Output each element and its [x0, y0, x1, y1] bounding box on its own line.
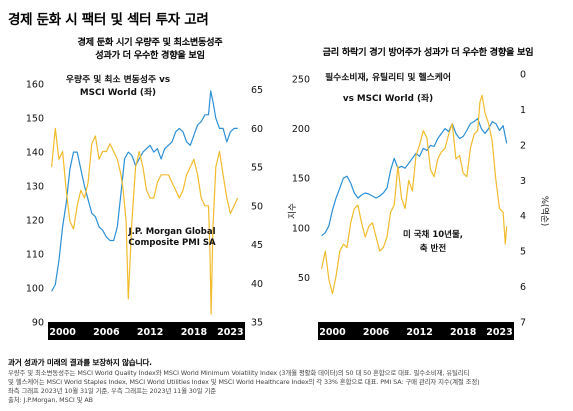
yellow-series-annotation-line1: J.P. Morgan Global — [127, 227, 215, 237]
footer-note-2: 및 헬스케어는 MSCI World Staples Index, MSCI W… — [8, 378, 480, 386]
blue-series-annotation-line2: vs MSCI World (좌) — [343, 92, 433, 104]
x-tick-label: 2006 — [93, 327, 120, 338]
right-y-tick: 6 — [520, 282, 526, 293]
right-chart-title: 금리 하락기 경기 방어주가 성과가 더 우수한 경향을 보임 — [288, 46, 568, 59]
x-tick-label: 2012 — [406, 327, 432, 338]
x-axis-bar — [318, 322, 514, 340]
right-y-tick: 7 — [520, 318, 526, 329]
blue-series-annotation-line1: 우량주 및 최소 변동성주 vs — [66, 73, 170, 85]
right-y-axis-label: %(역순) — [539, 196, 550, 226]
footer-source: 출처: J.P.Morgan, MSCI 및 AB — [8, 396, 93, 404]
right-y-tick: 1 — [520, 105, 526, 116]
left-y-tick: 120 — [26, 216, 44, 227]
left-y-tick: 200 — [292, 124, 310, 135]
x-tick-label: 2006 — [363, 327, 390, 338]
yellow-series-line — [51, 127, 239, 315]
x-tick-label: 2018 — [450, 327, 477, 338]
right-y-tick: 3 — [520, 176, 526, 187]
left-y-tick: 140 — [26, 148, 44, 159]
left-chart-title: 경제 둔화 시기 우량주 및 최소변동성주 성과가 더 우수한 경향을 보임 — [20, 36, 280, 62]
left-y-tick: 250 — [292, 74, 310, 85]
x-axis-bar — [48, 322, 245, 340]
footer-disclaimer: 과거 성과가 미래의 결과를 보장하지 않습니다. — [8, 358, 152, 367]
left-y-tick: 90 — [32, 318, 44, 329]
footer-note-1: 우량주 및 최소변동성주는 MSCI World Quality Index와 … — [8, 369, 470, 377]
left-y-tick: 150 — [292, 174, 310, 185]
x-tick-label: 2012 — [137, 327, 163, 338]
left-y-tick: 50 — [298, 273, 310, 284]
page-title: 경제 둔화 시 팩터 및 섹터 투자 고려 — [8, 12, 209, 28]
x-tick-label: 2000 — [49, 327, 76, 338]
right-y-tick: 60 — [251, 124, 263, 135]
right-y-tick: 4 — [520, 211, 526, 222]
x-tick-label: 2000 — [319, 327, 346, 338]
left-y-tick: 160 — [26, 80, 44, 91]
blue-series-line — [321, 117, 508, 237]
left-y-tick: 100 — [26, 284, 44, 295]
left-y-tick: 110 — [26, 250, 44, 261]
x-tick-label: 2023 — [486, 327, 512, 338]
left-y-axis-label: 지수 — [288, 203, 298, 219]
left-y-tick: 130 — [26, 182, 44, 193]
right-y-tick: 45 — [251, 240, 263, 251]
right-y-tick: 65 — [251, 85, 263, 96]
yellow-series-annotation-line2: Composite PMI SA — [128, 238, 216, 248]
left-y-tick: 100 — [292, 223, 310, 234]
right-y-tick: 2 — [520, 140, 526, 151]
right-y-tick: 40 — [251, 279, 263, 290]
right-y-tick: 55 — [251, 163, 263, 174]
right-chart-title-line1: 금리 하락기 경기 방어주가 성과가 더 우수한 경향을 보임 — [322, 47, 534, 58]
blue-series-annotation-line1: 필수소비재, 유틸리티 및 헬스케어 — [325, 71, 451, 83]
x-tick-label: 2018 — [181, 327, 208, 338]
yellow-series-annotation-line1: 미 국채 10년물, — [403, 229, 463, 240]
right-y-tick: 35 — [251, 318, 263, 329]
footer-note-3: 좌측 그래프 2023년 10월 31일 기준, 우측 그래프는 2023년 1… — [8, 387, 216, 395]
right-y-tick: 0 — [520, 70, 526, 81]
yellow-series-line — [321, 94, 508, 295]
yellow-series-annotation-line2: 축 반전 — [420, 243, 447, 254]
blue-series-annotation-line2: MSCI World (좌) — [80, 86, 156, 98]
left-y-tick: 150 — [26, 114, 44, 125]
blue-series-line — [51, 90, 238, 292]
left-chart-title-line2: 성과가 더 우수한 경향을 보임 — [95, 50, 205, 61]
right-y-tick: 5 — [520, 247, 526, 258]
left-chart-title-line1: 경제 둔화 시기 우량주 및 최소변동성주 — [77, 37, 223, 48]
right-y-tick: 50 — [251, 201, 263, 212]
x-tick-label: 2023 — [217, 327, 243, 338]
